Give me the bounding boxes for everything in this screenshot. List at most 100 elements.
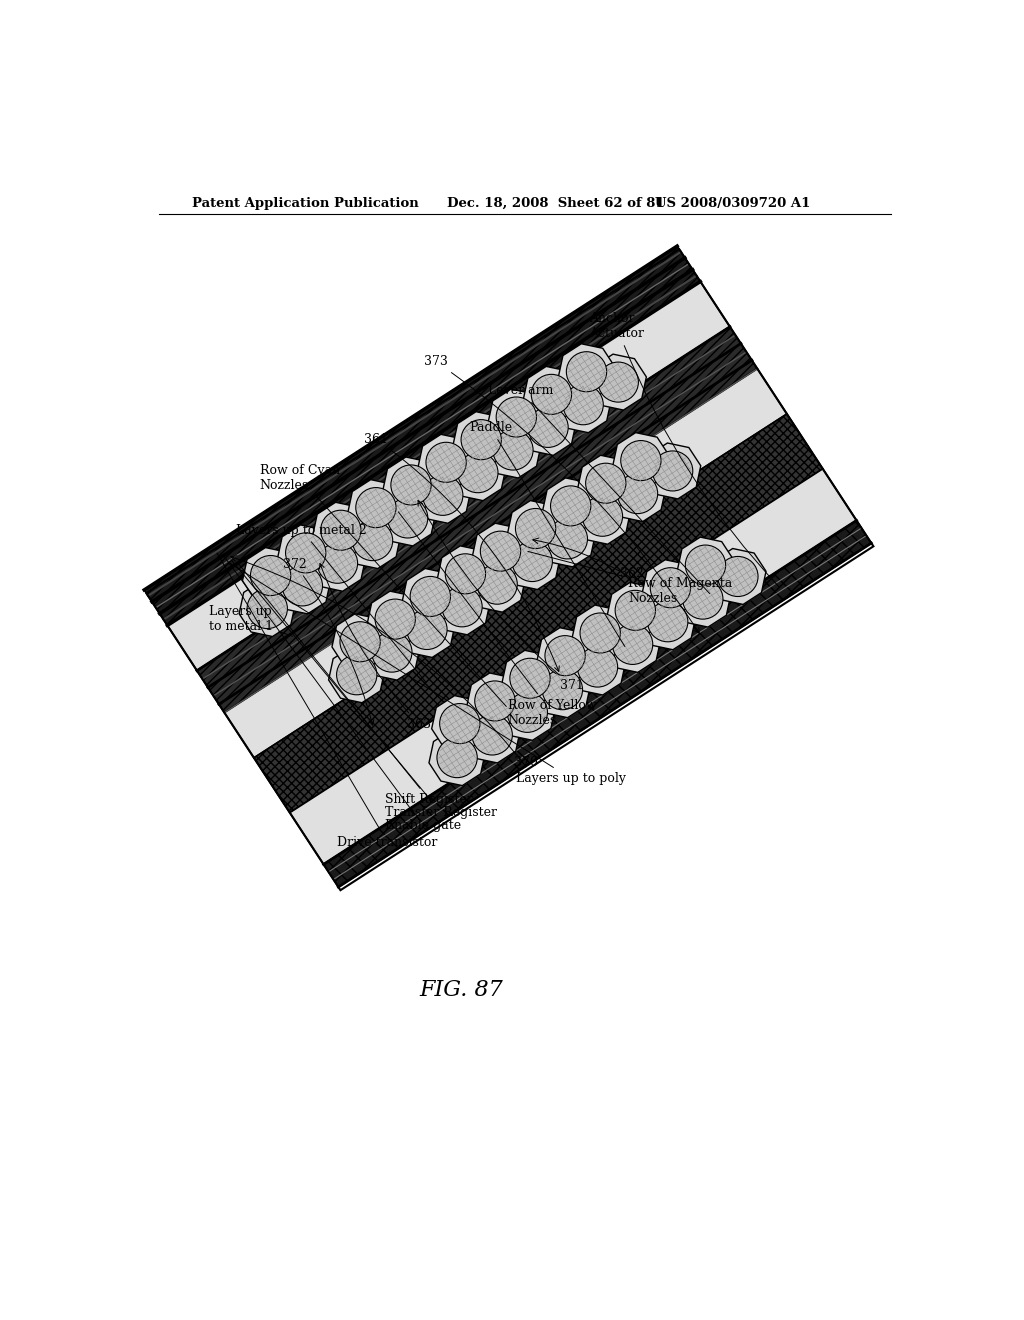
- Circle shape: [580, 612, 621, 653]
- Text: Row of Cyan
Nozzles: Row of Cyan Nozzles: [260, 463, 506, 706]
- Circle shape: [615, 590, 655, 631]
- Polygon shape: [364, 624, 420, 680]
- Text: Transfer Register: Transfer Register: [231, 560, 498, 820]
- Polygon shape: [324, 520, 871, 887]
- Text: Shift Register: Shift Register: [238, 562, 473, 807]
- Circle shape: [352, 520, 392, 561]
- Text: Anchor
Actuator: Anchor Actuator: [589, 313, 779, 587]
- Polygon shape: [467, 673, 523, 729]
- Circle shape: [515, 508, 556, 549]
- Polygon shape: [332, 614, 388, 669]
- Polygon shape: [569, 639, 626, 696]
- Circle shape: [578, 647, 617, 688]
- Polygon shape: [402, 569, 459, 624]
- Circle shape: [652, 451, 693, 491]
- Circle shape: [586, 463, 626, 503]
- Polygon shape: [572, 605, 629, 661]
- Polygon shape: [274, 558, 331, 614]
- Text: 373: 373: [424, 355, 699, 634]
- Circle shape: [251, 556, 291, 595]
- Polygon shape: [329, 647, 385, 702]
- Circle shape: [507, 692, 548, 733]
- Text: Row of Yellow
Nozzles: Row of Yellow Nozzles: [398, 512, 596, 727]
- Circle shape: [286, 533, 326, 573]
- Polygon shape: [540, 511, 596, 566]
- Polygon shape: [437, 546, 494, 602]
- Circle shape: [337, 655, 377, 694]
- Polygon shape: [502, 651, 558, 706]
- Polygon shape: [642, 560, 698, 615]
- Polygon shape: [578, 455, 634, 511]
- Polygon shape: [508, 500, 564, 557]
- Polygon shape: [609, 466, 666, 521]
- Polygon shape: [418, 434, 474, 490]
- Polygon shape: [558, 343, 614, 400]
- Polygon shape: [344, 512, 400, 569]
- Text: 361: 361: [365, 433, 559, 672]
- Text: Layers up to metal 2: Layers up to metal 2: [237, 524, 426, 682]
- Polygon shape: [429, 730, 485, 785]
- Polygon shape: [499, 684, 555, 741]
- Polygon shape: [677, 537, 733, 593]
- Polygon shape: [469, 556, 525, 612]
- Circle shape: [317, 544, 357, 583]
- Polygon shape: [504, 533, 560, 590]
- Circle shape: [718, 557, 758, 597]
- Polygon shape: [367, 591, 423, 647]
- Circle shape: [475, 681, 515, 721]
- Circle shape: [685, 545, 726, 585]
- Circle shape: [510, 659, 550, 698]
- Text: US 2008/0309720 A1: US 2008/0309720 A1: [655, 197, 810, 210]
- Circle shape: [477, 564, 517, 605]
- Polygon shape: [488, 389, 545, 445]
- Circle shape: [621, 441, 662, 480]
- Circle shape: [340, 622, 380, 661]
- Text: FIG. 87: FIG. 87: [420, 979, 503, 1001]
- Circle shape: [583, 496, 623, 536]
- Polygon shape: [640, 594, 696, 649]
- Polygon shape: [537, 628, 593, 684]
- Text: 370: 370: [514, 756, 538, 770]
- Polygon shape: [380, 490, 436, 546]
- Text: Layers up
to metal 1: Layers up to metal 1: [209, 605, 293, 636]
- Polygon shape: [453, 412, 509, 467]
- Polygon shape: [432, 696, 487, 751]
- Text: 362: 362: [621, 566, 644, 579]
- Polygon shape: [167, 281, 730, 671]
- Text: 371: 371: [418, 500, 585, 693]
- Circle shape: [543, 669, 583, 710]
- Circle shape: [437, 738, 477, 777]
- Circle shape: [411, 577, 451, 616]
- Polygon shape: [243, 548, 299, 603]
- Circle shape: [458, 453, 498, 492]
- Polygon shape: [543, 478, 599, 533]
- Text: 372: 372: [283, 557, 374, 725]
- Text: Enable gate: Enable gate: [224, 557, 462, 833]
- Text: Row of Magenta
Nozzles: Row of Magenta Nozzles: [527, 552, 732, 605]
- Polygon shape: [604, 616, 660, 672]
- Text: Paddle: Paddle: [469, 421, 625, 647]
- Circle shape: [283, 566, 323, 606]
- Circle shape: [493, 430, 534, 470]
- Polygon shape: [144, 246, 700, 626]
- Circle shape: [355, 487, 396, 528]
- Polygon shape: [523, 367, 580, 422]
- Polygon shape: [710, 549, 766, 605]
- Circle shape: [650, 568, 690, 607]
- Circle shape: [442, 587, 482, 627]
- Circle shape: [461, 420, 502, 459]
- Text: Lever arm: Lever arm: [488, 384, 710, 594]
- Circle shape: [480, 531, 520, 572]
- Polygon shape: [383, 457, 439, 513]
- Circle shape: [321, 511, 361, 550]
- Circle shape: [423, 475, 463, 515]
- Circle shape: [391, 465, 431, 506]
- Circle shape: [439, 704, 480, 743]
- Text: Patent Application Publication: Patent Application Publication: [191, 197, 418, 210]
- Polygon shape: [197, 327, 758, 713]
- Polygon shape: [290, 469, 856, 865]
- Circle shape: [407, 610, 447, 649]
- Circle shape: [647, 602, 688, 642]
- Circle shape: [512, 541, 552, 582]
- Circle shape: [375, 599, 416, 639]
